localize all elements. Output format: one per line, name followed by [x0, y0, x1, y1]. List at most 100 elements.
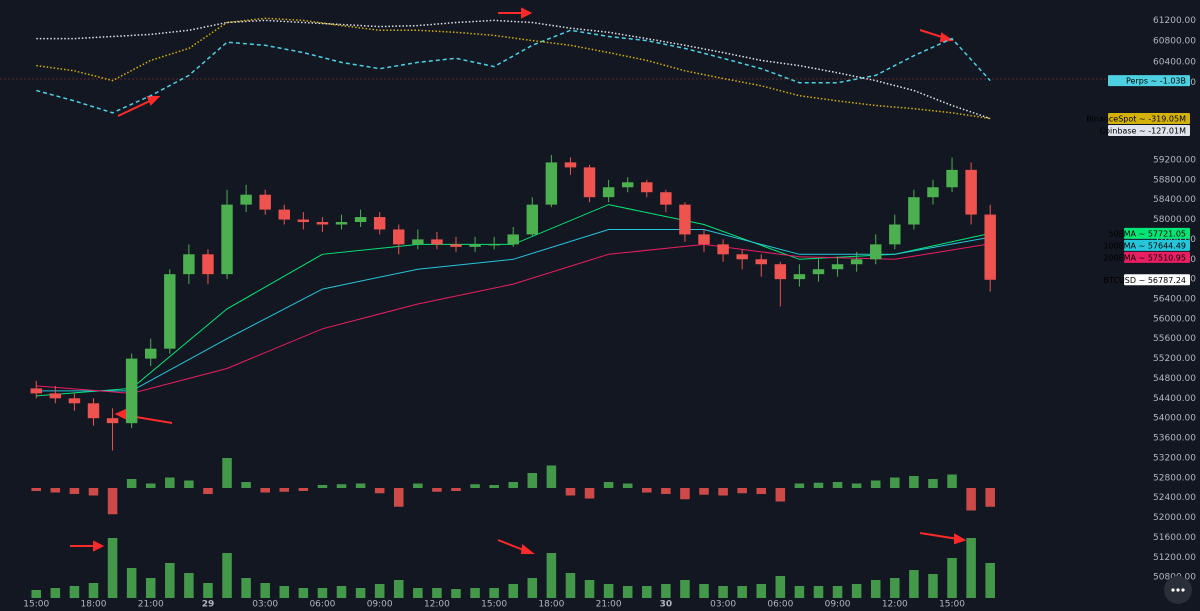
candle-body [202, 254, 214, 275]
bar [145, 483, 156, 488]
bar [184, 573, 194, 598]
y-tick-label: 58000.00 [1153, 215, 1196, 225]
bar [317, 485, 328, 488]
bar [584, 580, 595, 598]
bar [737, 488, 747, 494]
bar [909, 570, 919, 598]
candle-body [450, 244, 462, 247]
bar [890, 578, 900, 598]
value-tag: Perps ~ -1.03B [1108, 75, 1190, 87]
y-tick-label: 53200.00 [1153, 453, 1196, 463]
candle-body [335, 222, 348, 225]
bar [870, 480, 881, 488]
arrowhead [520, 544, 535, 554]
candle-body [602, 187, 615, 198]
candle-body [183, 254, 195, 275]
x-tick-label: 06:00 [767, 600, 793, 610]
candle-body [812, 269, 825, 275]
y-tick-label: 59200.00 [1153, 155, 1196, 165]
candle-body [316, 222, 329, 225]
candle-body [412, 239, 424, 245]
bar [413, 483, 423, 488]
bar [451, 488, 461, 491]
x-tick-label: 06:00 [309, 600, 335, 610]
bar [107, 538, 118, 598]
bar [374, 488, 385, 494]
bar [393, 580, 404, 598]
dot [1181, 588, 1185, 592]
candle-body [259, 194, 271, 210]
bar [413, 588, 423, 598]
bar [737, 586, 747, 598]
tag-box [1108, 113, 1190, 125]
candle-body [564, 162, 577, 168]
candle-body [221, 204, 233, 275]
bar [298, 488, 309, 491]
candle-body [431, 239, 443, 245]
value-tag: 100EMA ~ 57644.49 [1103, 239, 1190, 251]
bar [145, 578, 156, 598]
bar [374, 584, 385, 598]
bar [947, 474, 957, 488]
y-tick-label: 51600.00 [1153, 533, 1196, 543]
x-tick-label: 09:00 [825, 600, 851, 610]
candle-body [717, 244, 729, 255]
candle-body [755, 259, 767, 265]
more-button[interactable] [1164, 576, 1192, 604]
y-tick-label: 54400.00 [1153, 394, 1196, 404]
bar [279, 586, 290, 598]
bar [832, 482, 843, 488]
candle-body [965, 169, 977, 215]
x-tick-label: 15:00 [481, 600, 507, 610]
bar [642, 586, 652, 598]
candle-body [583, 167, 596, 198]
candle-body [908, 197, 920, 225]
candle-body [679, 204, 691, 235]
bar [966, 488, 976, 511]
bar [680, 580, 690, 598]
candle-body [393, 229, 405, 245]
bar [126, 568, 137, 598]
bar [985, 488, 995, 507]
bar [699, 584, 709, 598]
tag-label: 50EMA ~ 57721.05 [1108, 229, 1186, 238]
bar [203, 488, 213, 494]
candle-body [831, 264, 844, 270]
candle-body [125, 358, 138, 424]
bar [165, 477, 175, 488]
bar [355, 588, 366, 598]
candle-body [507, 234, 519, 245]
bar [584, 488, 595, 499]
value-tag: Coinbase ~ -127.01M [1100, 125, 1190, 137]
dot [1176, 588, 1180, 592]
bar [813, 586, 824, 598]
bar [775, 576, 786, 598]
bar [909, 476, 919, 488]
bar [489, 485, 499, 488]
candle-body [68, 398, 81, 404]
bar [565, 573, 576, 598]
x-tick-label: 18:00 [538, 600, 564, 610]
candle-body [698, 234, 710, 245]
candle-body [774, 264, 787, 280]
bar [470, 588, 480, 598]
y-tick-label: 51200.00 [1153, 553, 1196, 563]
bar [336, 586, 347, 598]
arrow [117, 99, 153, 117]
candle-body [641, 182, 653, 193]
tag-box [1124, 274, 1190, 286]
bar [527, 578, 538, 598]
candle-body [660, 192, 672, 205]
tag-label: Perps ~ -1.03B [1126, 77, 1186, 86]
y-tick-label: 61200.00 [1153, 16, 1196, 26]
arrowhead [93, 540, 105, 552]
candle-body [889, 224, 901, 245]
candle-body [164, 274, 176, 349]
tag-box [1124, 239, 1190, 251]
value-tag: BinanceSpot ~ -319.05M [1086, 113, 1190, 125]
x-tick-label: 29 [202, 600, 215, 610]
tag-box [1108, 125, 1190, 137]
candle-body [736, 254, 748, 260]
tag-label: 100EMA ~ 57644.49 [1103, 241, 1186, 250]
value-tag: 50EMA ~ 57721.05 [1108, 227, 1190, 239]
